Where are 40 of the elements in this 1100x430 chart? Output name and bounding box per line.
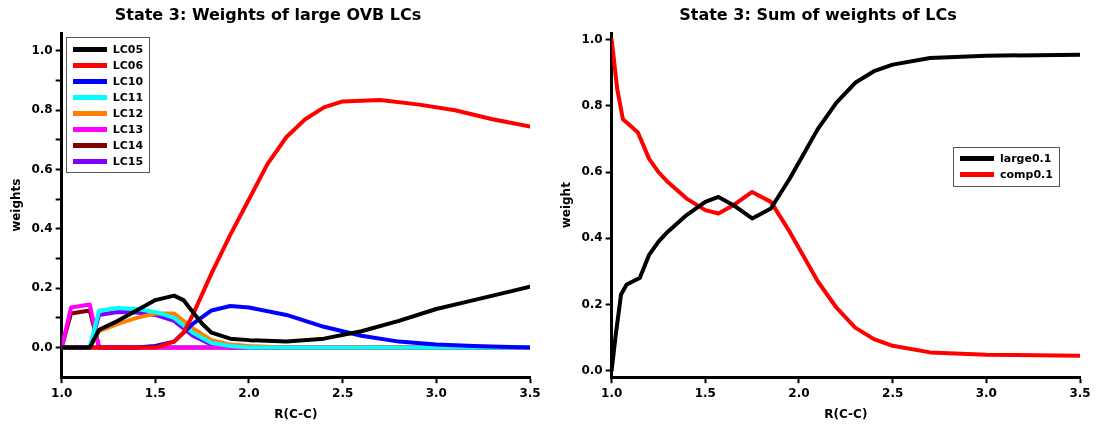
legend-label: LC10	[112, 74, 144, 88]
legend-label: large0.1	[1000, 152, 1052, 166]
x-tick-label: 3.0	[425, 385, 447, 400]
chart-title: State 3: Sum of weights of LCs	[679, 4, 957, 24]
y-tick-label: 0.6	[31, 161, 53, 176]
y-tick-label: 0.4	[31, 221, 53, 236]
legend-label: LC11	[112, 90, 144, 104]
y-axis-title: weight	[559, 181, 574, 229]
x-tick-label: 3.5	[1069, 385, 1091, 400]
y-tick-label: 0.4	[581, 230, 603, 245]
legend-label: LC13	[112, 122, 144, 136]
x-tick-label: 1.0	[601, 385, 623, 400]
x-axis-title: R(C-C)	[274, 406, 318, 421]
x-tick-label: 2.0	[788, 385, 810, 400]
x-tick-label: 3.0	[975, 385, 997, 400]
legend-label: comp0.1	[1000, 168, 1053, 182]
legend-label: LC05	[112, 42, 144, 56]
y-tick-label: 1.0	[581, 31, 603, 46]
y-tick-label: 0.6	[581, 164, 603, 179]
legend-label: LC14	[112, 138, 144, 152]
y-tick-label: 0.2	[31, 280, 53, 295]
legend-label: LC12	[112, 106, 144, 120]
x-tick-label: 1.5	[144, 385, 166, 400]
legend-label: LC15	[112, 154, 144, 168]
y-tick-label: 0.2	[581, 296, 603, 311]
y-tick-label: 0.0	[581, 362, 603, 377]
chart-title: State 3: Weights of large OVB LCs	[114, 4, 422, 24]
x-tick-label: 3.5	[519, 385, 541, 400]
x-tick-label: 1.0	[51, 385, 73, 400]
y-tick-label: 1.0	[31, 43, 53, 58]
x-tick-label: 2.0	[238, 385, 260, 400]
x-axis-title: R(C-C)	[824, 406, 868, 421]
y-axis-title: weights	[9, 178, 24, 232]
x-tick-label: 1.5	[694, 385, 716, 400]
y-tick-label: 0.8	[581, 98, 603, 113]
y-tick-label: 0.8	[31, 102, 53, 117]
x-tick-label: 2.5	[332, 385, 354, 400]
x-tick-label: 2.5	[882, 385, 904, 400]
y-tick-label: 0.0	[31, 339, 53, 354]
legend-label: LC06	[112, 58, 144, 72]
